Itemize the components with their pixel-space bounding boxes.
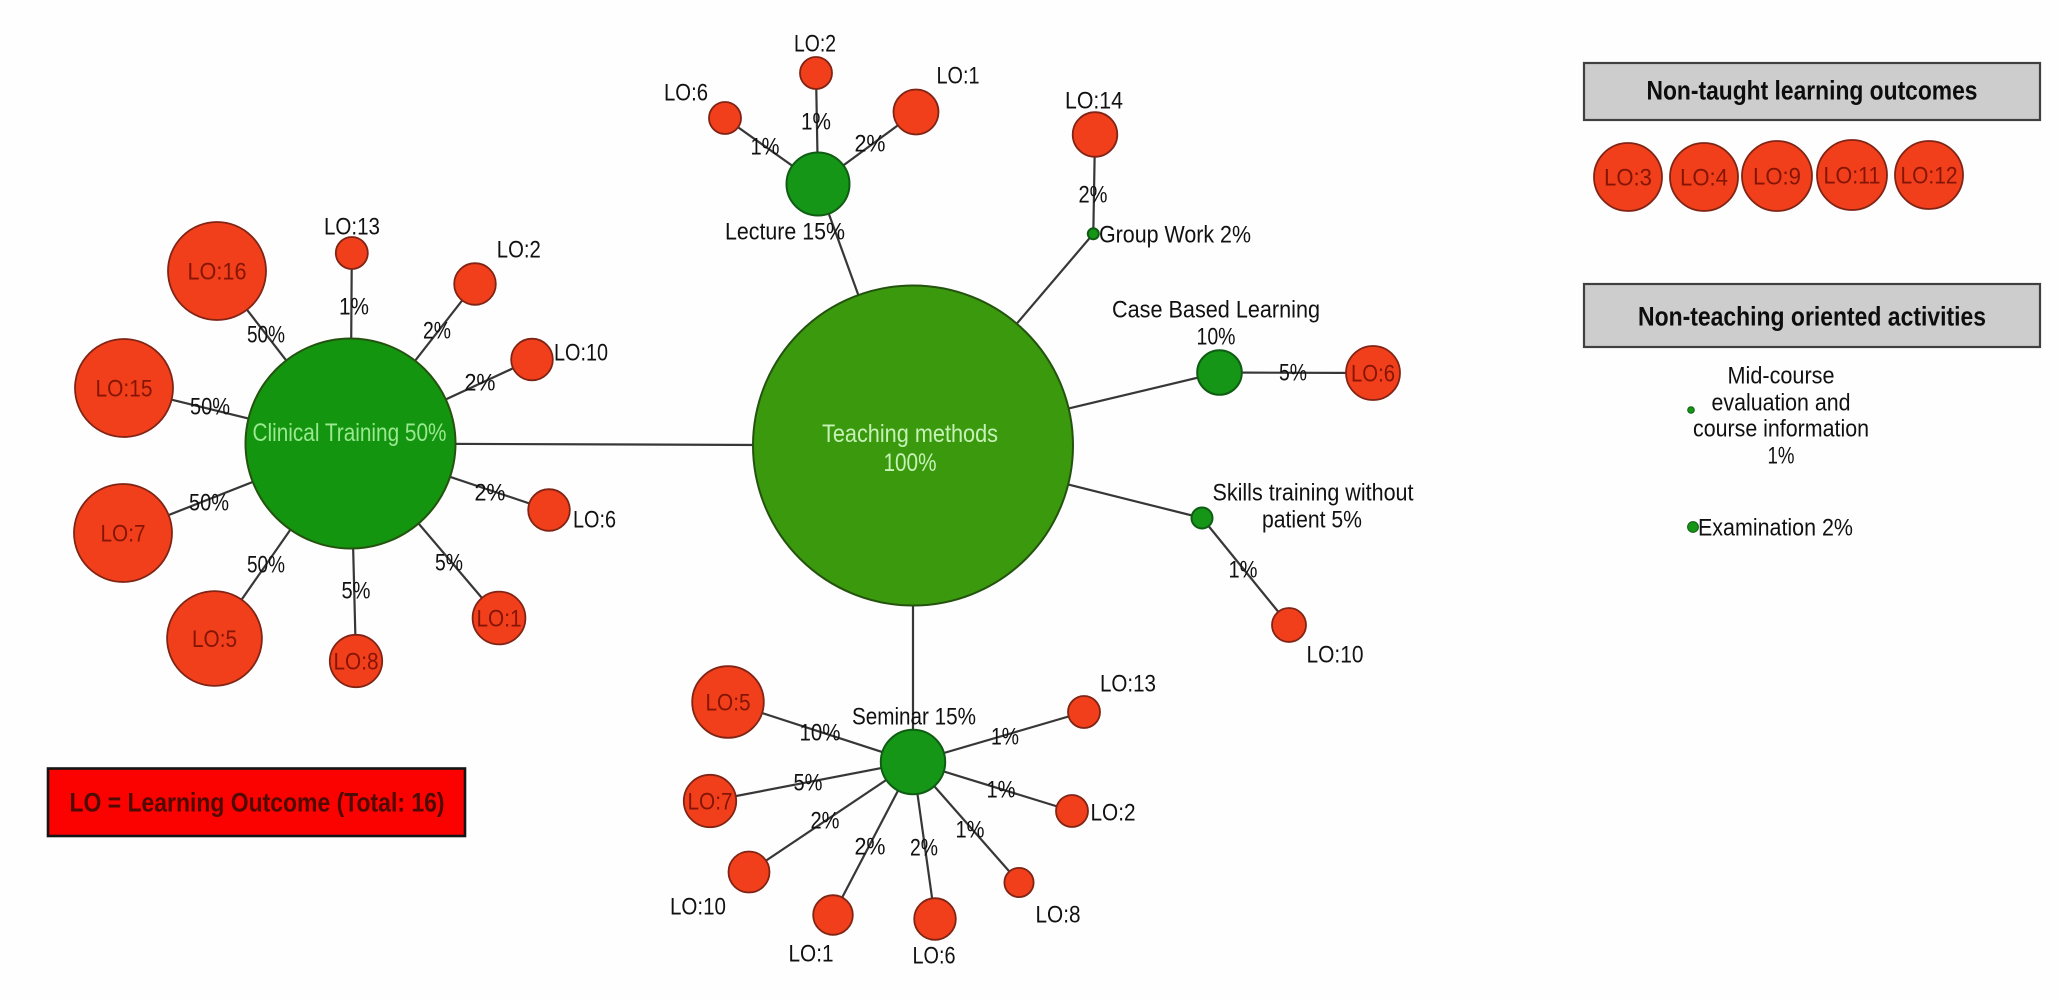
svg-text:2%: 2% [910,835,938,862]
svg-text:5%: 5% [342,578,371,605]
svg-text:LO:1: LO:1 [477,606,522,633]
svg-text:LO:13: LO:13 [1100,671,1156,698]
svg-text:50%: 50% [189,490,229,517]
svg-text:10%: 10% [800,720,841,747]
svg-text:LO:10: LO:10 [670,894,726,921]
svg-text:Skills training without: Skills training without [1213,480,1414,507]
svg-text:2%: 2% [475,480,506,507]
svg-text:LO:16: LO:16 [188,259,247,286]
svg-text:Teaching methods: Teaching methods [822,420,998,448]
svg-text:5%: 5% [794,770,823,797]
svg-text:LO:5: LO:5 [706,690,751,717]
svg-text:LO:6: LO:6 [1351,361,1395,388]
svg-text:Examination 2%: Examination 2% [1698,515,1853,542]
svg-text:LO:7: LO:7 [688,789,733,816]
svg-text:1%: 1% [1229,557,1258,584]
svg-text:LO:9: LO:9 [1753,164,1801,191]
svg-text:1%: 1% [987,777,1016,804]
svg-text:50%: 50% [190,394,230,421]
svg-text:LO:6: LO:6 [664,80,708,107]
svg-text:1%: 1% [801,109,831,136]
svg-text:LO:4: LO:4 [1680,165,1728,192]
svg-text:1%: 1% [339,294,369,321]
svg-text:LO:2: LO:2 [794,31,836,58]
svg-text:5%: 5% [435,550,463,577]
svg-text:LO:6: LO:6 [913,943,956,970]
svg-text:LO:1: LO:1 [937,63,980,90]
svg-text:evaluation and: evaluation and [1712,390,1851,417]
svg-text:2%: 2% [465,370,496,397]
svg-text:Group Work 2%: Group Work 2% [1099,222,1251,249]
svg-text:10%: 10% [1197,324,1236,351]
svg-text:LO = Learning Outcome (Total:: LO = Learning Outcome (Total: 16) [70,788,445,818]
svg-text:patient 5%: patient 5% [1262,507,1362,534]
svg-text:2%: 2% [1079,182,1108,209]
svg-text:50%: 50% [247,322,285,349]
svg-text:LO:8: LO:8 [1036,902,1081,929]
svg-text:Case Based Learning: Case Based Learning [1112,297,1320,324]
svg-text:1%: 1% [751,134,780,161]
svg-text:LO:1: LO:1 [789,941,834,968]
svg-text:Clinical Training 50%: Clinical Training 50% [253,419,447,447]
svg-text:Non-taught learning outcomes: Non-taught learning outcomes [1647,76,1978,106]
svg-text:LO:15: LO:15 [96,376,153,403]
svg-text:LO:2: LO:2 [497,237,541,264]
svg-text:LO:7: LO:7 [101,521,146,548]
svg-text:2%: 2% [855,834,886,861]
svg-text:LO:13: LO:13 [324,214,380,241]
svg-text:LO:5: LO:5 [192,626,237,653]
svg-text:LO:10: LO:10 [1307,642,1364,669]
svg-text:Mid-course: Mid-course [1728,363,1835,390]
svg-text:LO:3: LO:3 [1604,165,1652,192]
svg-text:LO:8: LO:8 [334,649,379,676]
svg-text:2%: 2% [423,318,451,345]
svg-text:Seminar 15%: Seminar 15% [852,704,976,731]
svg-text:Lecture 15%: Lecture 15% [725,219,845,246]
svg-text:2%: 2% [811,808,840,835]
svg-text:LO:6: LO:6 [573,507,616,534]
svg-text:2%: 2% [855,131,886,158]
svg-text:LO:10: LO:10 [554,340,608,367]
svg-text:LO:12: LO:12 [1901,163,1958,190]
svg-text:LO:2: LO:2 [1091,800,1136,827]
svg-text:LO:14: LO:14 [1065,88,1123,115]
svg-text:1%: 1% [1768,443,1795,470]
svg-text:LO:11: LO:11 [1824,163,1881,190]
svg-text:1%: 1% [956,817,985,844]
svg-text:5%: 5% [1279,360,1307,387]
svg-text:1%: 1% [991,724,1019,751]
svg-text:course information: course information [1693,416,1869,443]
svg-text:100%: 100% [884,449,937,477]
svg-text:50%: 50% [247,552,285,579]
svg-text:Non-teaching oriented activiti: Non-teaching oriented activities [1638,302,1986,332]
